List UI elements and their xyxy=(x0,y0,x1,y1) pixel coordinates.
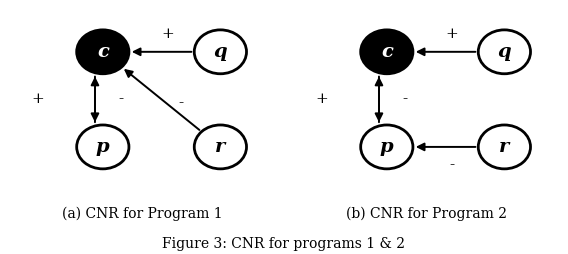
Text: (a) CNR for Program 1: (a) CNR for Program 1 xyxy=(62,206,222,220)
Text: q: q xyxy=(214,43,227,61)
Text: -: - xyxy=(449,158,455,172)
Text: Figure 3: CNR for programs 1 & 2: Figure 3: CNR for programs 1 & 2 xyxy=(162,237,406,251)
Ellipse shape xyxy=(361,125,413,169)
Text: r: r xyxy=(499,138,509,156)
Text: (b) CNR for Program 2: (b) CNR for Program 2 xyxy=(345,206,507,220)
Text: +: + xyxy=(162,26,174,41)
Text: +: + xyxy=(31,92,44,106)
Text: -: - xyxy=(178,96,184,110)
Text: c: c xyxy=(381,43,392,61)
Ellipse shape xyxy=(194,125,247,169)
Text: p: p xyxy=(380,138,394,156)
Text: p: p xyxy=(96,138,110,156)
Ellipse shape xyxy=(77,125,129,169)
Ellipse shape xyxy=(194,30,247,74)
Text: +: + xyxy=(446,26,458,41)
Text: -: - xyxy=(403,92,408,106)
Ellipse shape xyxy=(77,30,129,74)
Ellipse shape xyxy=(361,30,413,74)
Text: q: q xyxy=(498,43,511,61)
Text: +: + xyxy=(315,92,328,106)
Text: c: c xyxy=(97,43,108,61)
Text: -: - xyxy=(119,92,124,106)
Ellipse shape xyxy=(478,125,531,169)
Ellipse shape xyxy=(478,30,531,74)
Text: r: r xyxy=(215,138,225,156)
